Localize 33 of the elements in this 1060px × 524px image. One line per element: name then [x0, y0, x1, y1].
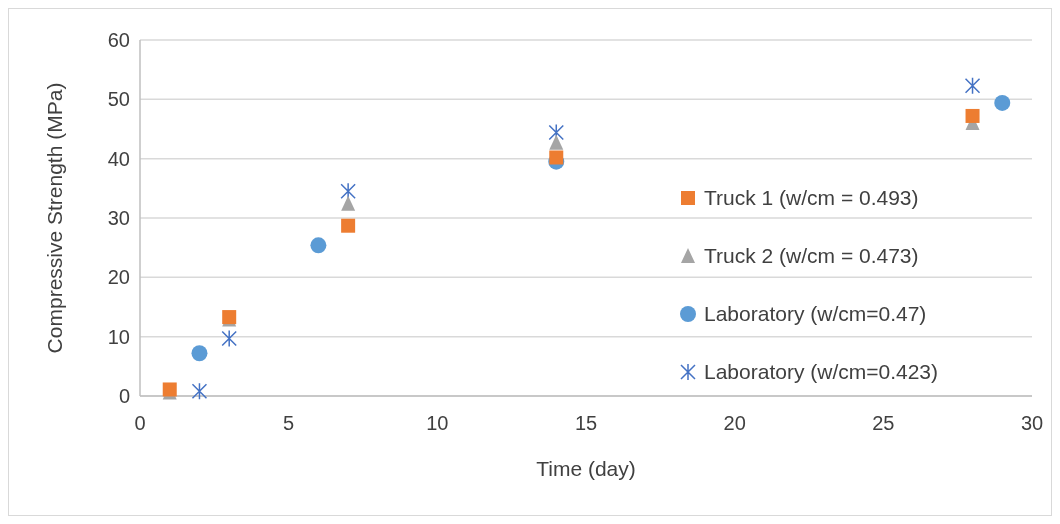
x-tick-label: 10 — [426, 412, 449, 434]
legend-label: Truck 2 (w/cm = 0.473) — [704, 244, 919, 268]
legend-label: Laboratory (w/cm=0.47) — [704, 302, 927, 326]
point — [191, 382, 208, 400]
point — [341, 218, 356, 233]
point — [310, 237, 327, 254]
point — [340, 182, 356, 201]
x-tick-label: 5 — [283, 412, 295, 434]
x-tick-label: 15 — [574, 412, 598, 434]
y-tick-label: 0 — [118, 385, 130, 407]
y-axis-title: Compressive Strength (MPa) — [43, 82, 66, 354]
x-tick-label: 25 — [872, 412, 895, 434]
y-tick-label: 30 — [107, 207, 130, 229]
y-tick-label: 50 — [107, 88, 130, 111]
x-tick-label: 20 — [723, 412, 746, 434]
y-tick-label: 10 — [107, 325, 130, 348]
y-tick-label: 20 — [107, 266, 130, 289]
legend-label: Truck 1 (w/cm = 0.493) — [704, 186, 919, 210]
point — [994, 94, 1011, 111]
legend-label: Laboratory (w/cm=0.423) — [704, 360, 939, 384]
point — [191, 345, 208, 362]
point — [964, 76, 981, 95]
point — [548, 123, 565, 142]
point — [549, 134, 564, 150]
x-axis-title: Time (day) — [536, 457, 636, 480]
x-tick-label: 0 — [134, 412, 146, 434]
point — [965, 108, 980, 123]
x-tick-label: 30 — [1020, 412, 1044, 434]
y-tick-label: 60 — [107, 29, 130, 51]
y-tick-label: 40 — [107, 147, 130, 170]
point — [549, 150, 564, 165]
point — [341, 195, 356, 211]
point — [221, 329, 237, 348]
